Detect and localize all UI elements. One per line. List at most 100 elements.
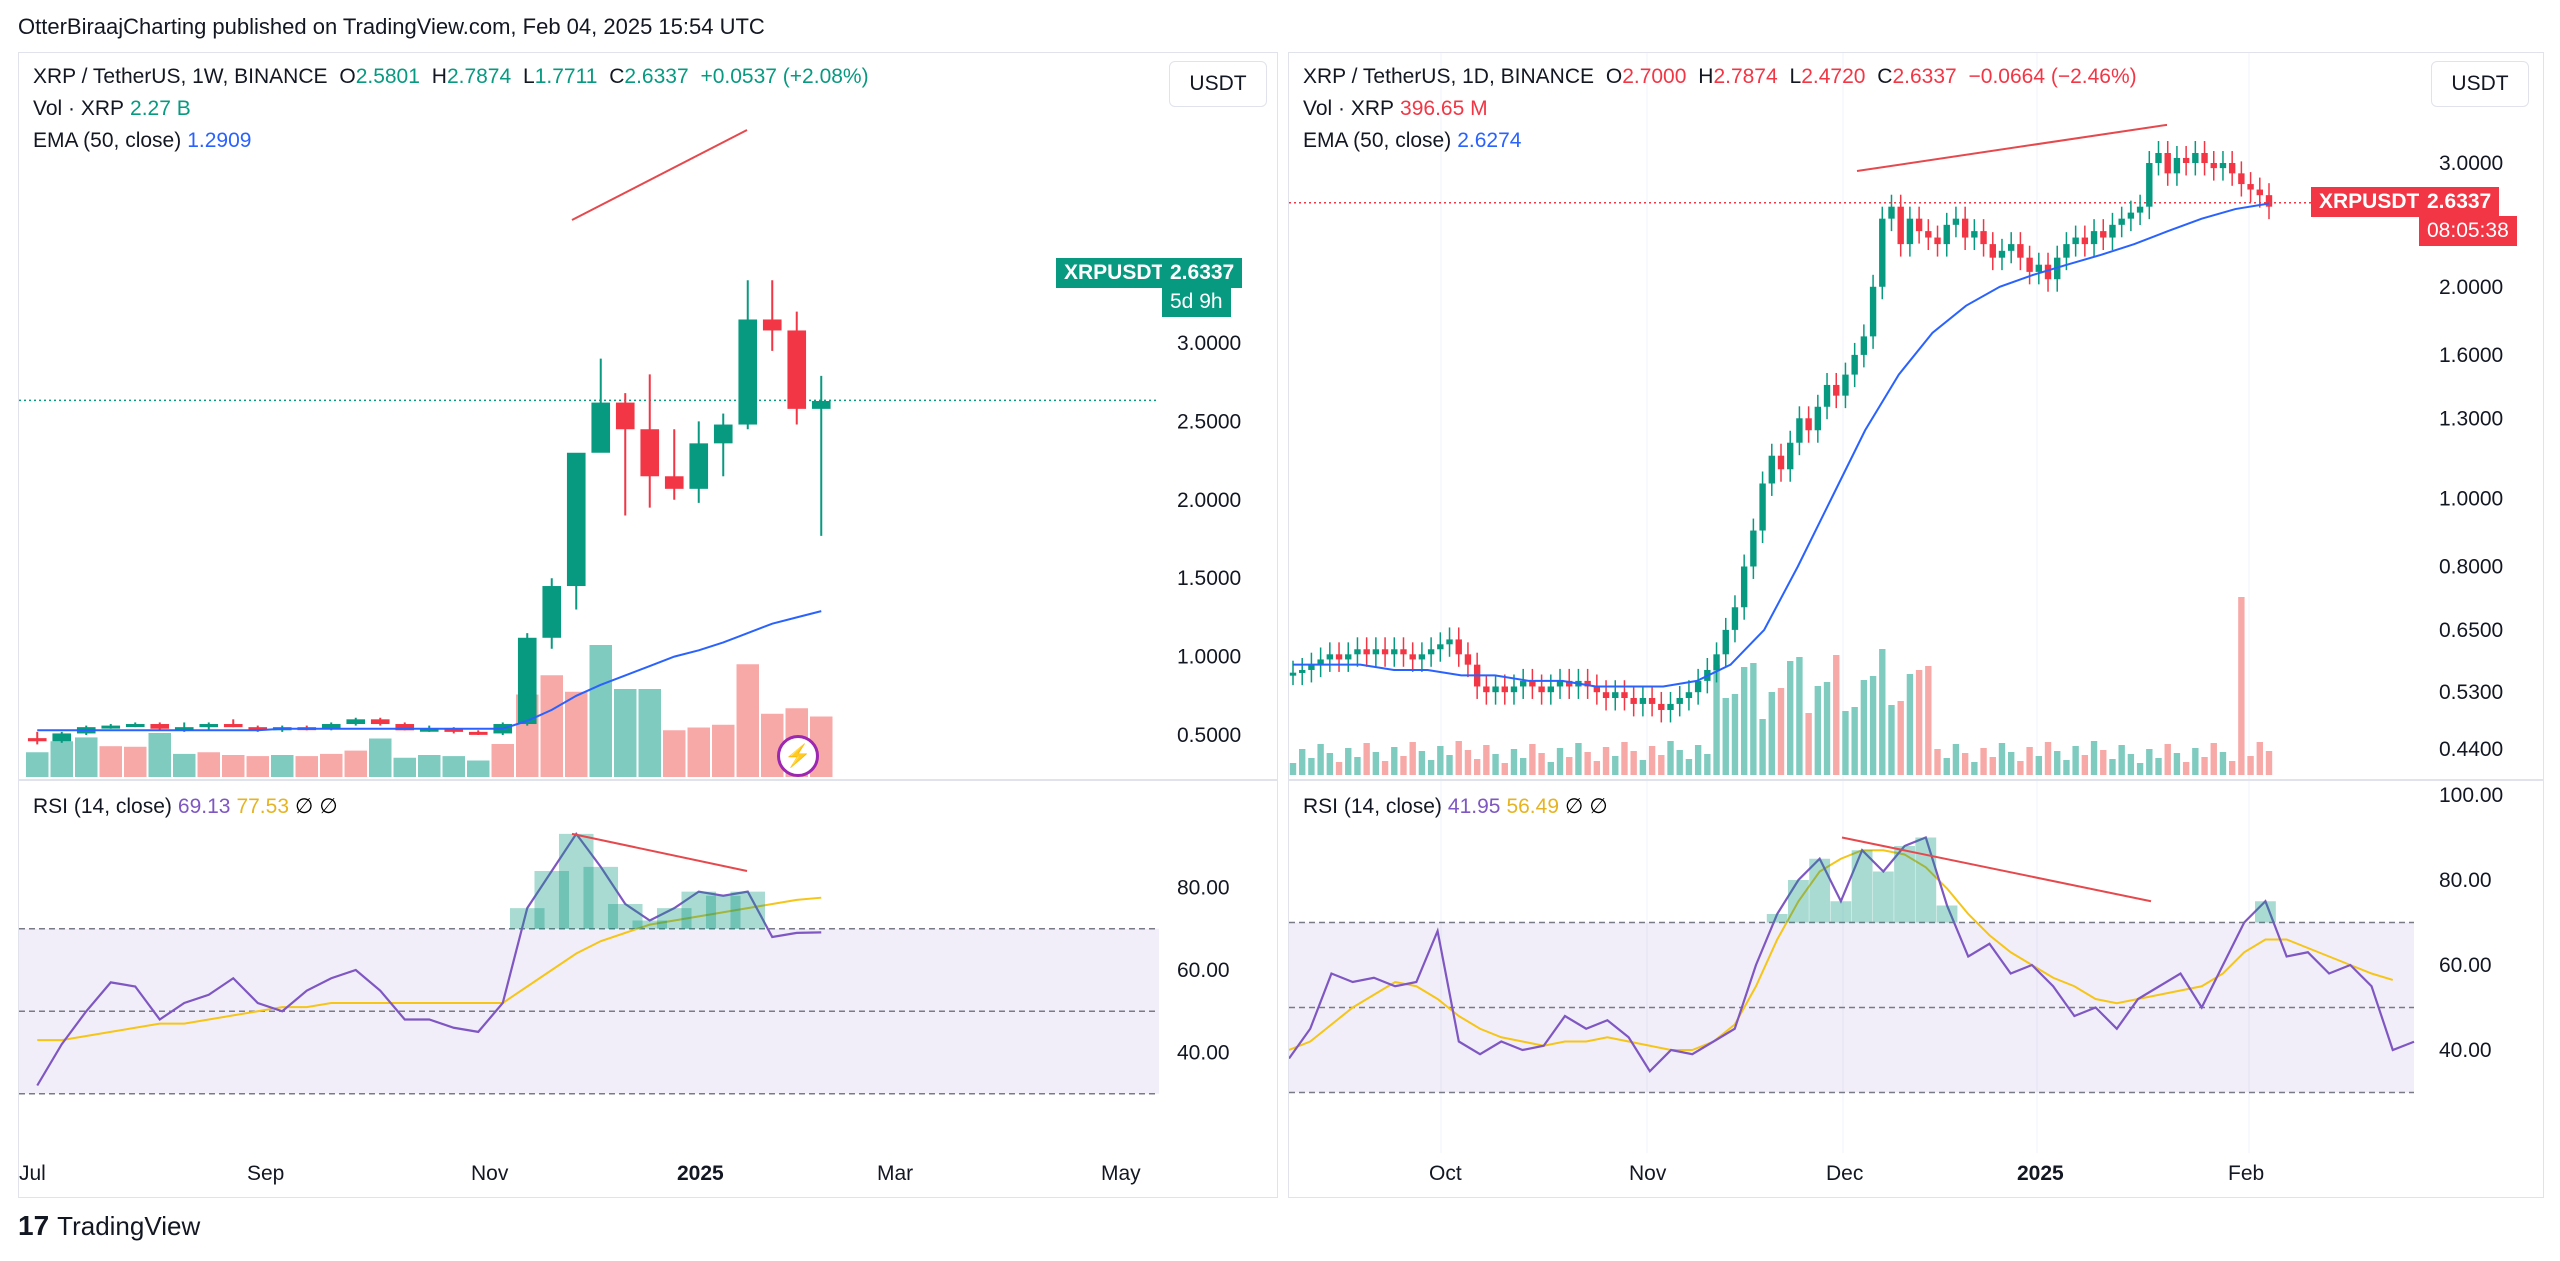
volume-bar <box>1584 752 1591 775</box>
price-tick-label: 0.5000 <box>1177 724 1241 747</box>
volume-bar <box>1897 701 1904 775</box>
candle-body <box>2192 152 2199 163</box>
volume-bar <box>2201 757 2208 775</box>
candle-body <box>1713 654 1720 670</box>
candle-body <box>101 725 121 729</box>
candle-body <box>370 719 390 725</box>
volume-bar <box>2192 748 2199 775</box>
time-tick-label: Nov <box>1629 1162 1667 1185</box>
volume-bar <box>1971 762 1978 775</box>
volume-bar <box>2063 760 2070 775</box>
weekly-chart-canvas[interactable]: 3.0000 2.5000 2.0000 1.5000 1.0000 0.5000 Jul S… <box>19 53 1277 1197</box>
volume-bar <box>1381 761 1389 775</box>
weekly-chart-panel[interactable]: 3.0000 2.5000 2.0000 1.5000 1.0000 0.5000 Jul S… <box>18 52 1278 1198</box>
candle-body <box>1621 692 1628 699</box>
price-tick-label: 0.8000 <box>2439 555 2503 578</box>
candle-body <box>1860 336 1868 355</box>
price-tick-label: 2.5000 <box>1177 410 1241 433</box>
candle-body <box>1464 654 1472 665</box>
candle-body <box>1437 644 1444 650</box>
volume-bar <box>1372 752 1380 775</box>
daily-chart-canvas[interactable]: 3.0000 2.0000 1.6000 1.3000 1.0000 0.8000 0.65… <box>1289 53 2543 1197</box>
price-tick-label: 3.0000 <box>1177 332 1241 355</box>
volume-bar <box>1575 743 1582 775</box>
weekly-unit-button[interactable]: USDT <box>1169 61 1267 107</box>
publisher-caption: OtterBiraajCharting published on Trading… <box>18 14 765 39</box>
volume-bar <box>1823 682 1831 775</box>
volume-bar <box>1335 762 1343 775</box>
volume-bar <box>2238 597 2245 775</box>
candle-body <box>1998 250 2006 258</box>
footer-brand[interactable]: 17 TradingView <box>18 1210 200 1242</box>
weekly-rsi-legend: RSI (14, close) 69.13 77.53 ∅ ∅ <box>33 795 338 818</box>
candle-body <box>248 727 268 731</box>
candle-body <box>1584 680 1591 687</box>
volume-bar <box>1630 751 1637 775</box>
candle-body <box>738 319 758 425</box>
daily-chart-panel[interactable]: 3.0000 2.0000 1.6000 1.3000 1.0000 0.8000 0.65… <box>1288 52 2544 1198</box>
volume-bar <box>1483 745 1490 775</box>
volume-bar <box>124 746 147 777</box>
candle-body <box>2228 163 2236 174</box>
volume-bar <box>1289 763 1297 775</box>
candle-body <box>1446 639 1453 645</box>
volume-bar <box>589 645 612 777</box>
volume-bar <box>1796 657 1803 775</box>
candle-body <box>1731 607 1739 630</box>
candle-body <box>1381 649 1389 655</box>
rsi-ma-line <box>1289 849 2394 1051</box>
candle-body <box>321 724 341 729</box>
volume-bar <box>1529 744 1536 775</box>
candle-body <box>1925 231 1932 238</box>
volume-bar <box>467 760 490 777</box>
candle-body <box>2219 163 2227 169</box>
volume-bar <box>1602 747 1610 775</box>
volume-bar <box>1740 667 1748 775</box>
volume-bar <box>1317 744 1324 775</box>
volume-bar <box>2035 756 2043 775</box>
candle-body <box>1888 206 1895 219</box>
volume-bar <box>1713 665 1720 775</box>
volume-bar <box>2173 753 2181 775</box>
volume-bar <box>1694 745 1702 775</box>
volume-bar <box>2044 742 2052 775</box>
volume-bar <box>614 689 637 777</box>
candle-body <box>542 586 562 638</box>
price-tick-label: 1.0000 <box>1177 646 1241 669</box>
volume-bar <box>2054 751 2061 775</box>
price-tick-label: 0.5300 <box>2439 681 2503 704</box>
daily-countdown-tag: 08:05:38 <box>2419 216 2517 246</box>
rsi-tick-label: 40.00 <box>1177 1042 1230 1065</box>
candle-body <box>1943 224 1950 245</box>
candle-body <box>199 724 219 728</box>
volume-bar <box>50 741 73 777</box>
volume-bar <box>2007 752 2015 775</box>
ema50-line <box>1293 202 2270 688</box>
volume-bar <box>1879 649 1886 775</box>
volume-bar <box>197 752 220 777</box>
time-tick-label: May <box>1101 1162 1141 1185</box>
volume-bar <box>1437 746 1444 775</box>
candle-body <box>2063 244 2070 258</box>
candle-body <box>664 476 684 489</box>
volume-bar <box>173 753 196 777</box>
daily-ohlc-legend: XRP / TetherUS, 1D, BINANCE O2.7000 H2.7… <box>1303 65 2137 88</box>
candle-body <box>1409 654 1416 660</box>
candle-body <box>1566 680 1573 687</box>
candle-body <box>787 330 807 409</box>
candle-body <box>1391 649 1398 655</box>
candle-body <box>1842 374 1849 396</box>
volume-bar <box>1308 758 1315 775</box>
lightning-icon[interactable]: ⚡ <box>777 735 819 777</box>
daily-unit-button[interactable]: USDT <box>2431 61 2529 107</box>
volume-bar <box>99 746 122 777</box>
candle-body <box>2238 173 2245 185</box>
volume-bar <box>1363 743 1370 775</box>
candle-body <box>2201 152 2208 163</box>
candle-body <box>1335 654 1343 660</box>
candle-body <box>1658 703 1665 710</box>
volume-bar <box>2118 745 2125 775</box>
volume-bar <box>2247 756 2254 775</box>
candle-body <box>1787 442 1794 470</box>
rsi-tick-label: 60.00 <box>2439 954 2492 977</box>
